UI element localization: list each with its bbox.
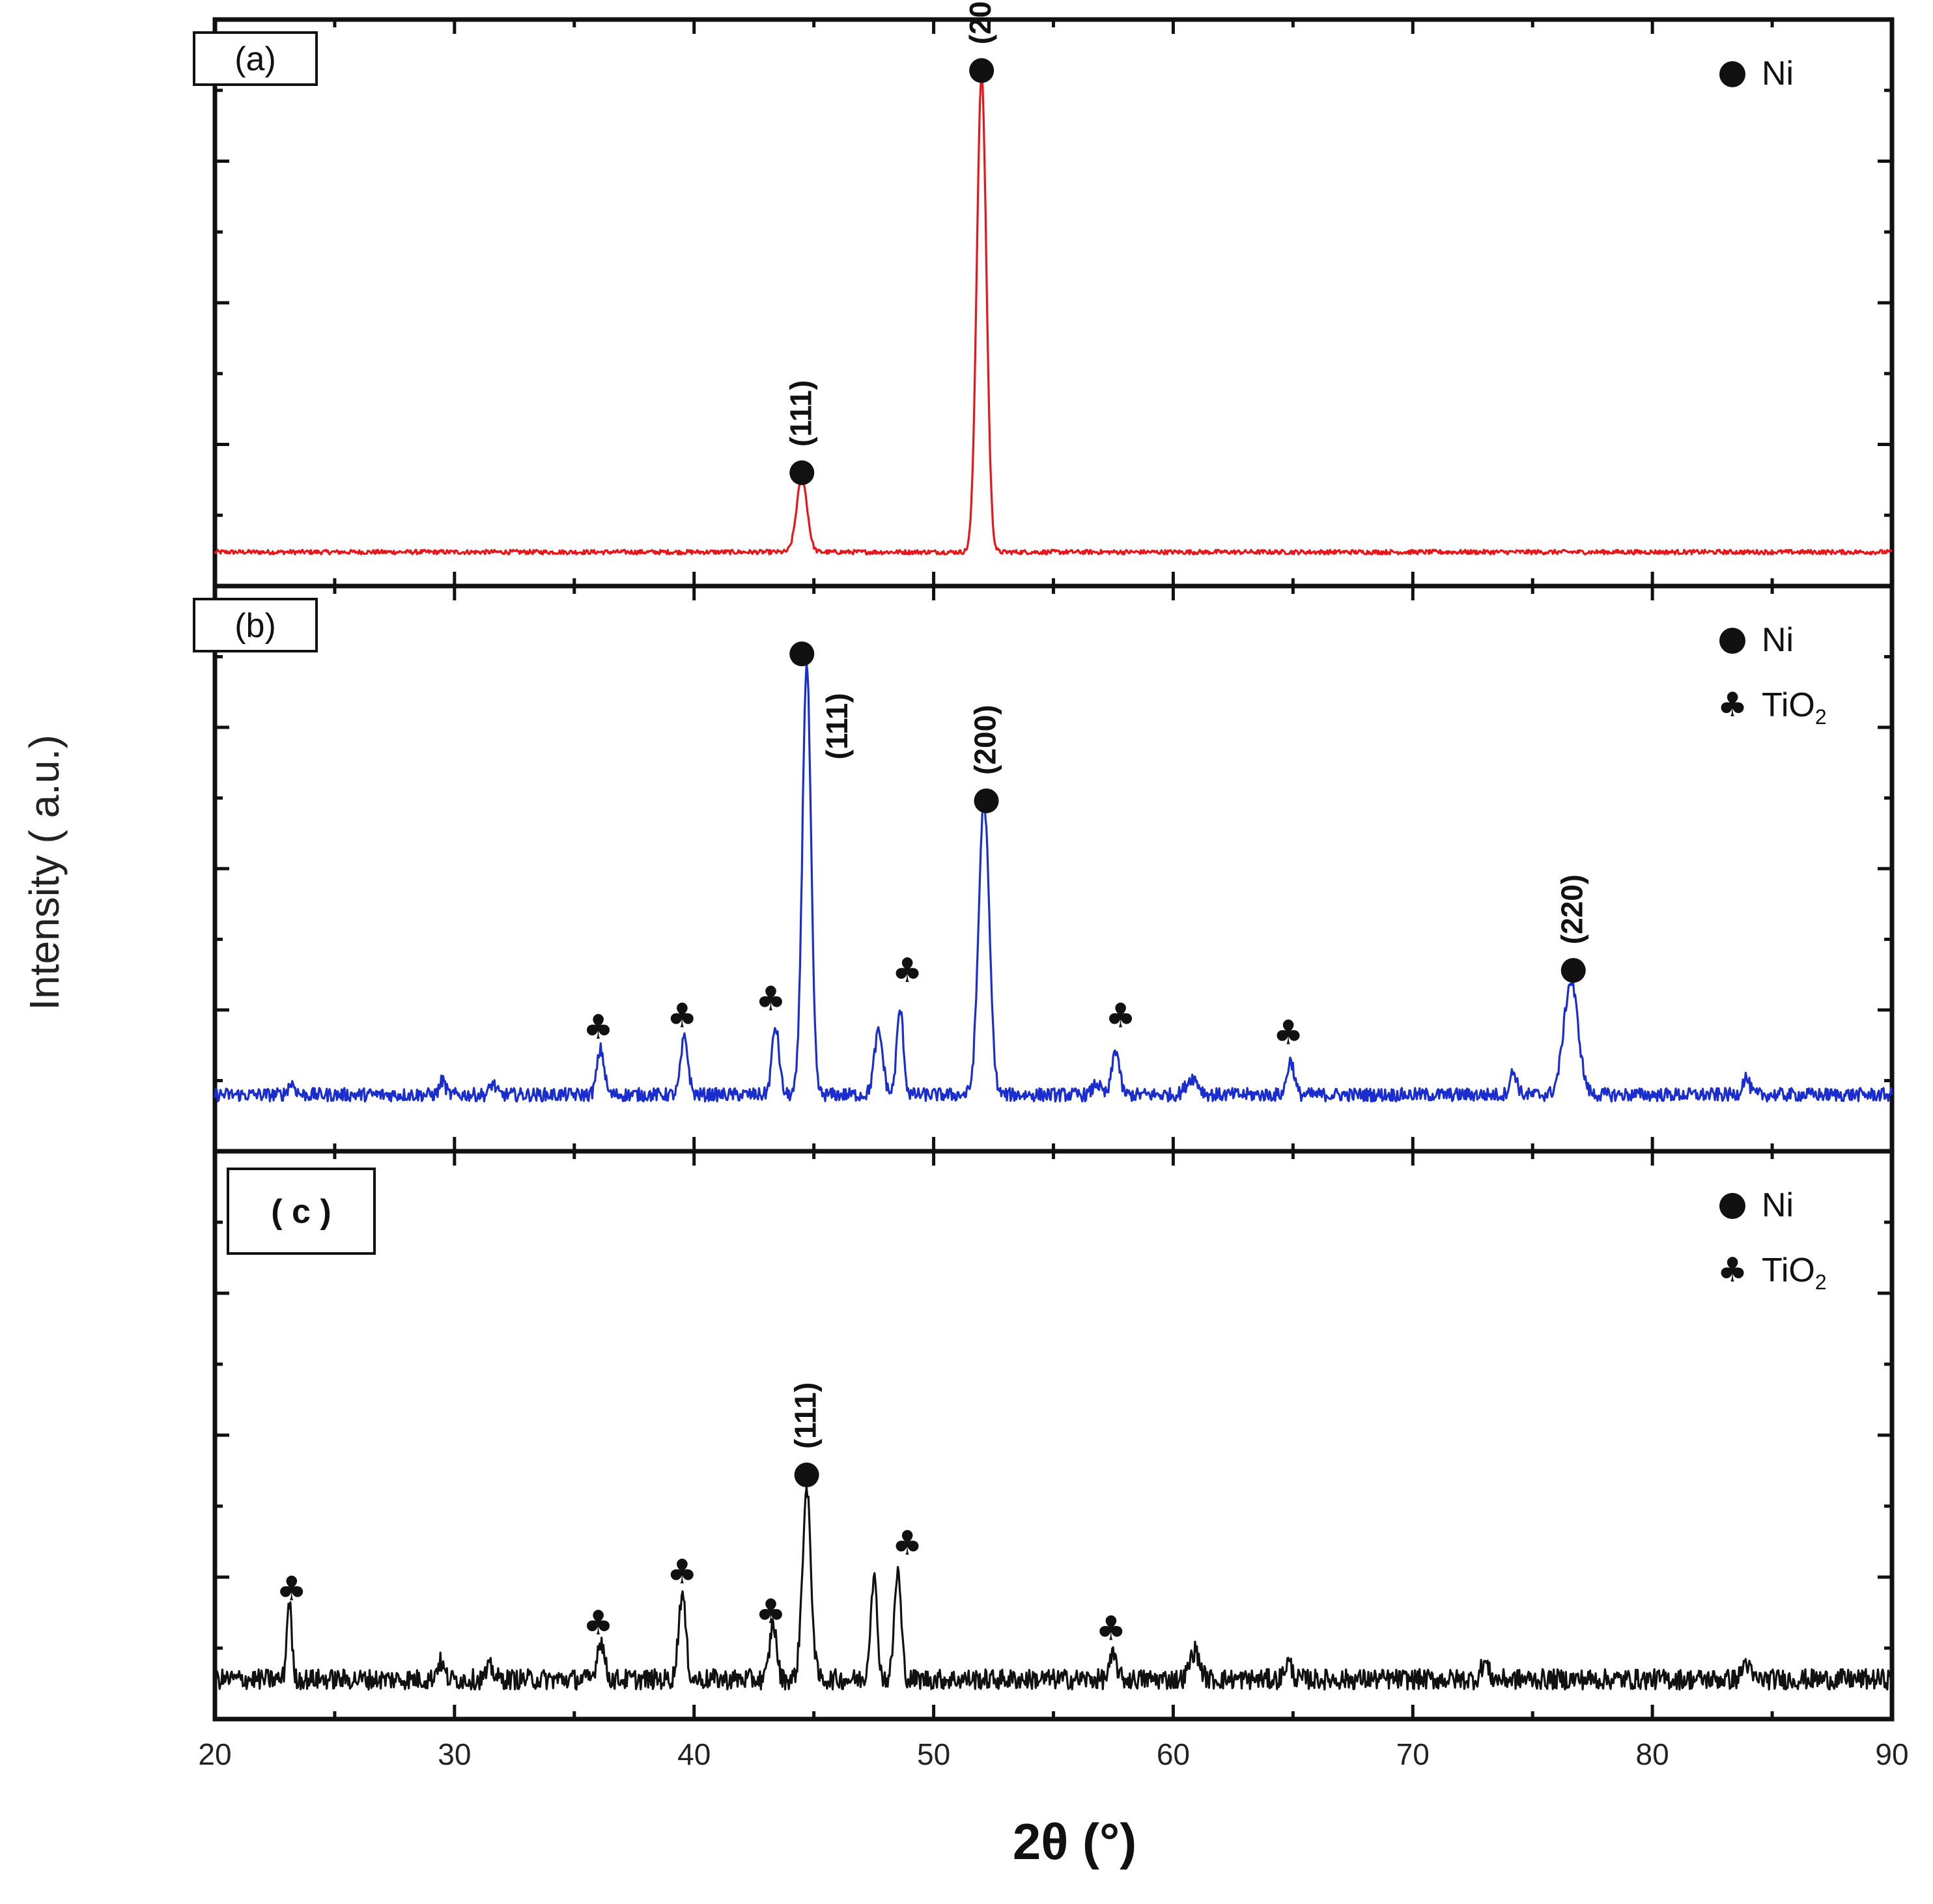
spectrum-line (214, 662, 1893, 1103)
tio2-peak-marker: ♣ (755, 1592, 786, 1631)
hkl-label: (111) (789, 1382, 823, 1449)
panel-label: (b) (234, 607, 276, 645)
legend-ni-marker (1719, 628, 1745, 654)
spectrum-line (214, 1486, 1893, 1691)
ni-peak-marker (789, 641, 815, 667)
x-tick-label: 50 (917, 1737, 950, 1771)
tio2-peak-marker: ♣ (755, 980, 786, 1019)
spectrum-line (214, 75, 1893, 555)
legend-tio2-marker: ♣ (1717, 1251, 1748, 1290)
hkl-label: (200) (968, 705, 1002, 774)
tio2-peak-marker: ♣ (667, 997, 698, 1036)
legend-label: Ni (1762, 55, 1794, 92)
tio2-peak-marker: ♣ (276, 1569, 307, 1608)
panel-label: ( c ) (271, 1193, 331, 1231)
legend-label: Ni (1762, 1186, 1794, 1224)
panel-label-box (193, 598, 318, 652)
legend-label: Ni (1762, 621, 1794, 659)
y-axis-title: Intensity ( a.u.) (21, 735, 68, 1010)
tio2-peak-marker: ♣ (667, 1552, 698, 1591)
x-tick-label: 40 (677, 1737, 711, 1771)
panel-label: (a) (234, 40, 276, 78)
x-tick-label: 70 (1396, 1737, 1430, 1771)
tio2-peak-marker: ♣ (583, 1604, 614, 1643)
tio2-peak-marker: ♣ (1273, 1014, 1304, 1053)
panel-3: ( c ) Ni♣ TiO2(111)♣♣♣♣♣♣ (212, 1149, 1895, 1722)
legend-label: TiO2 (1762, 686, 1827, 729)
panel-label-box (227, 1168, 376, 1255)
ni-peak-marker (789, 460, 815, 485)
tio2-peak-marker: ♣ (892, 1524, 923, 1563)
panel-label-box (193, 31, 318, 86)
hkl-label: (111) (783, 380, 817, 447)
x-tick-label: 20 (198, 1737, 231, 1771)
hkl-label: (200) (963, 0, 997, 44)
x-tick-label: 90 (1875, 1737, 1908, 1771)
x-tick-label: 80 (1636, 1737, 1669, 1771)
ni-peak-marker (969, 58, 995, 83)
tio2-peak-marker: ♣ (1105, 997, 1136, 1036)
x-axis-title: 2θ (°) (1013, 1813, 1136, 1870)
hkl-label: (111) (820, 693, 854, 759)
tio2-peak-marker: ♣ (583, 1008, 614, 1047)
ni-peak-marker (974, 788, 999, 813)
hkl-label: (220) (1555, 875, 1589, 944)
panels: (a) Ni (111) (200) (b) Ni ♣ TiO2 (111) (200) (220)… (193, 0, 1895, 1722)
tio2-peak-marker: ♣ (892, 951, 923, 990)
legend-ni-marker (1719, 1193, 1745, 1219)
ni-peak-marker (1560, 958, 1586, 983)
ni-peak-marker (794, 1463, 819, 1488)
tio2-peak-marker: ♣ (1095, 1609, 1126, 1648)
x-tick-label: 30 (438, 1737, 471, 1771)
x-axis: 20 30 40 50 60 70 80 90 (198, 1737, 1908, 1771)
legend-ni-marker (1719, 61, 1745, 87)
x-tick-label: 60 (1157, 1737, 1190, 1771)
legend-tio2-marker: ♣ (1717, 686, 1748, 725)
panel-2: (b) Ni ♣ TiO2 (111) (200) (220) ♣ ♣ ♣ ♣ ♣ ♣ (193, 583, 1895, 1154)
